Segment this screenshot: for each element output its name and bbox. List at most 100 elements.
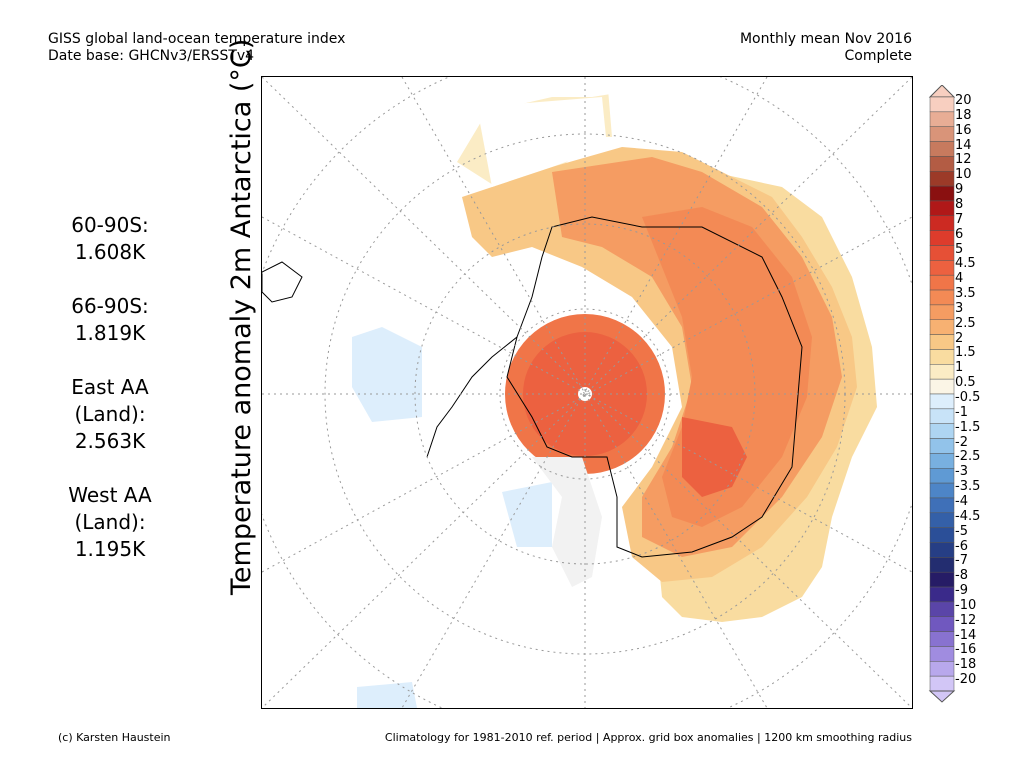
colorbar-label: 9 bbox=[955, 182, 964, 198]
colorbar-swatch bbox=[929, 557, 955, 573]
colorbar-swatch bbox=[929, 111, 955, 127]
stat-west-aa: West AA (Land): 1.195K bbox=[40, 482, 180, 563]
missing-data-region bbox=[607, 77, 732, 142]
map-svg bbox=[262, 77, 912, 708]
colorbar-swatch bbox=[929, 289, 955, 306]
colorbar-label: -1.5 bbox=[955, 419, 981, 435]
colorbar-label: -18 bbox=[955, 657, 977, 673]
colorbar-swatch bbox=[929, 185, 955, 202]
colorbar bbox=[928, 85, 956, 703]
title-line: GISS global land-ocean temperature index bbox=[48, 31, 346, 47]
colorbar-label: 5 bbox=[955, 241, 964, 257]
colorbar-swatch bbox=[929, 408, 955, 424]
colorbar-swatch bbox=[929, 200, 955, 217]
colorbar-label: 0.5 bbox=[955, 375, 976, 391]
colorbar-swatch bbox=[929, 631, 955, 647]
colorbar-swatch bbox=[929, 438, 955, 454]
colorbar-swatch bbox=[929, 542, 955, 558]
region-stats: 60-90S: 1.608K 66-90S: 1.819K East AA (L… bbox=[40, 212, 180, 590]
period-line: Monthly mean Nov 2016 bbox=[739, 31, 912, 47]
colorbar-label: -4 bbox=[955, 493, 968, 509]
colorbar-swatch bbox=[929, 512, 955, 528]
antarctica-coastline bbox=[506, 216, 803, 558]
colorbar-label: 16 bbox=[955, 122, 972, 138]
colorbar-swatch bbox=[929, 126, 955, 142]
colorbar-swatch bbox=[929, 156, 955, 172]
colorbar-swatch bbox=[929, 260, 955, 276]
stat-60-90s: 60-90S: 1.608K bbox=[40, 212, 180, 266]
south-america-tip bbox=[262, 261, 303, 303]
colorbar-label: 10 bbox=[955, 167, 972, 183]
colorbar-swatch bbox=[929, 215, 955, 231]
stat-value: 1.819K bbox=[74, 321, 146, 345]
stat-66-90s: 66-90S: 1.819K bbox=[40, 293, 180, 347]
colorbar-swatch bbox=[929, 646, 955, 662]
colorbar-label: 18 bbox=[955, 107, 972, 123]
colorbar-label: 12 bbox=[955, 152, 972, 168]
colorbar-label: 4.5 bbox=[955, 256, 976, 272]
colorbar-swatch bbox=[929, 334, 955, 350]
missing-data-region bbox=[477, 97, 607, 187]
colorbar-label: -6 bbox=[955, 538, 968, 554]
stat-value: 2.563K bbox=[74, 429, 146, 453]
stat-label: 60-90S: bbox=[71, 213, 149, 237]
cool-anomaly-region bbox=[502, 482, 552, 547]
colorbar-swatch bbox=[929, 378, 955, 395]
stat-value: 1.608K bbox=[74, 240, 146, 264]
colorbar-swatch bbox=[929, 319, 955, 335]
colorbar-swatch bbox=[929, 468, 955, 484]
colorbar-swatch bbox=[929, 482, 955, 499]
colorbar-label: 2.5 bbox=[955, 315, 976, 331]
colorbar-label: -7 bbox=[955, 553, 968, 569]
colorbar-label: -1 bbox=[955, 404, 968, 420]
graticule bbox=[262, 77, 912, 708]
colorbar-swatch bbox=[929, 453, 955, 469]
colorbar-label: 4 bbox=[955, 271, 964, 287]
colorbar-swatch bbox=[929, 171, 955, 187]
colorbar-swatch bbox=[929, 527, 955, 543]
colorbar-swatch bbox=[929, 571, 955, 588]
colorbar-label: -0.5 bbox=[955, 390, 981, 405]
colorbar-swatch bbox=[929, 393, 955, 410]
colorbar-swatch bbox=[929, 497, 955, 514]
colorbar-label: -5 bbox=[955, 523, 968, 539]
colorbar-label: -12 bbox=[955, 612, 977, 628]
colorbar-swatch bbox=[929, 304, 955, 320]
colorbar-label: -2 bbox=[955, 434, 968, 450]
colorbar-label: -3.5 bbox=[955, 479, 981, 495]
colorbar-label: -3 bbox=[955, 464, 968, 480]
colorbar-label: 3 bbox=[955, 300, 964, 316]
stat-east-aa: East AA (Land): 2.563K bbox=[40, 374, 180, 455]
colorbar-top-arrow bbox=[928, 85, 956, 98]
vertical-axis-label: Temperature anomaly 2m Antarctica (°C) bbox=[226, 38, 257, 595]
database-line: Date base: GHCNv3/ERSSTv4 bbox=[48, 48, 255, 64]
colorbar-label: 7 bbox=[955, 211, 964, 227]
stat-label: West AA (Land): bbox=[68, 483, 152, 534]
header-left: GISS global land-ocean temperature index… bbox=[48, 31, 345, 65]
colorbar-swatch bbox=[929, 245, 955, 261]
colorbar-label: -10 bbox=[955, 597, 977, 613]
colorbar-swatch bbox=[929, 349, 955, 365]
colorbar-label: 8 bbox=[955, 196, 964, 212]
colorbar-label: -16 bbox=[955, 642, 977, 658]
completeness-line: Complete bbox=[844, 48, 912, 64]
footer-credit: (c) Karsten Haustein bbox=[58, 731, 171, 744]
cool-anomaly-region bbox=[352, 327, 422, 422]
colorbar-swatch bbox=[929, 96, 955, 113]
colorbar-label: -8 bbox=[955, 568, 968, 584]
colorbar-label: -9 bbox=[955, 583, 968, 599]
cool-anomaly-region bbox=[357, 682, 417, 708]
colorbar-swatch bbox=[929, 586, 955, 603]
colorbar-label: 1.5 bbox=[955, 345, 976, 361]
colorbar-label: 2 bbox=[955, 330, 964, 346]
colorbar-label: 1 bbox=[955, 360, 964, 376]
colorbar-bottom-arrow bbox=[928, 690, 956, 703]
header-right: Monthly mean Nov 2016 Complete bbox=[740, 31, 912, 65]
missing-data-region bbox=[367, 407, 582, 647]
colorbar-label: -14 bbox=[955, 627, 977, 643]
colorbar-swatch bbox=[929, 274, 955, 291]
colorbar-swatch bbox=[929, 230, 955, 246]
stat-label: 66-90S: bbox=[71, 294, 149, 318]
antarctic-peninsula-coast bbox=[426, 336, 518, 458]
colorbar-swatch bbox=[929, 423, 955, 439]
